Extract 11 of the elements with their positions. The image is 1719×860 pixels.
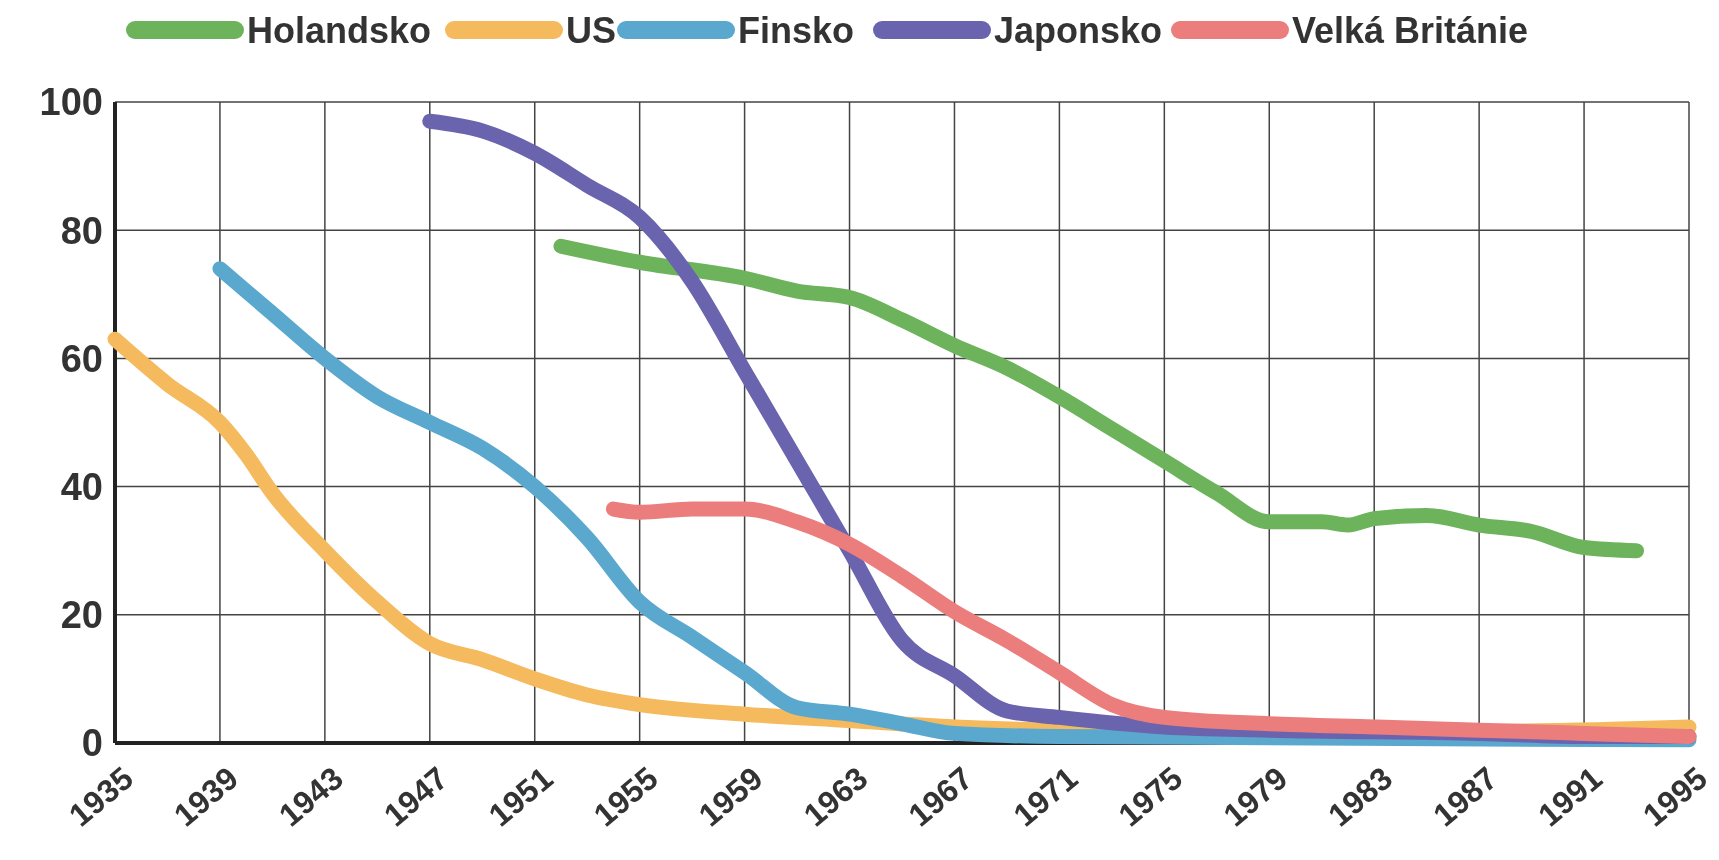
legend-label: US: [566, 9, 617, 51]
legend-label: Japonsko: [994, 9, 1163, 51]
y-tick-label: 20: [60, 594, 103, 637]
legend-label: Holandsko: [247, 9, 432, 51]
y-tick-label: 0: [81, 722, 103, 765]
legend-label: Finsko: [738, 9, 855, 51]
legend-label: Velká Británie: [1292, 9, 1529, 51]
y-tick-label: 40: [60, 465, 103, 508]
y-tick-label: 60: [60, 337, 103, 380]
y-tick-label: 100: [39, 81, 103, 124]
y-tick-label: 80: [60, 209, 103, 252]
